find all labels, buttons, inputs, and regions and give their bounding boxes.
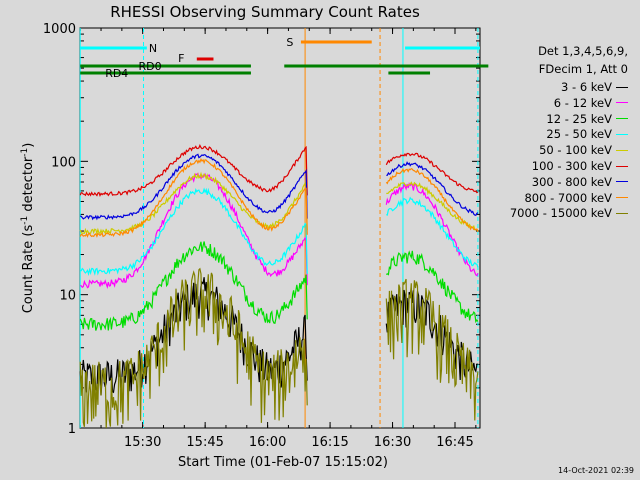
legend-label: 50 - 100 keV bbox=[539, 143, 612, 158]
flag-bars: N F S RD0 RD4 bbox=[80, 36, 489, 80]
flag-label: N bbox=[149, 42, 157, 55]
legend-item: 100 - 300 keV bbox=[532, 159, 628, 173]
flag-label: S bbox=[286, 36, 293, 49]
chart-title: RHESSI Observing Summary Count Rates bbox=[110, 3, 420, 21]
legend-item: 7000 - 15000 keV bbox=[510, 206, 628, 220]
legend-item: 3 - 6 keV bbox=[561, 80, 628, 94]
series-line-2 bbox=[79, 241, 308, 331]
legend-swatch bbox=[616, 133, 628, 135]
series-line-7 bbox=[385, 167, 479, 233]
series-line-3 bbox=[386, 196, 479, 268]
legend-label: 6 - 12 keV bbox=[553, 95, 612, 110]
legend-item: 300 - 800 keV bbox=[532, 175, 628, 189]
legend-label: 100 - 300 keV bbox=[531, 159, 612, 173]
legend-item: 6 - 12 keV bbox=[554, 96, 628, 110]
series-lines bbox=[79, 143, 479, 429]
legend-label: 800 - 7000 keV bbox=[524, 190, 612, 205]
legend-swatch bbox=[616, 102, 628, 104]
legend-header-line-2: FDecim 1, Att 0 bbox=[538, 62, 628, 76]
x-tick-label: 16:15 bbox=[311, 435, 348, 450]
legend-swatch bbox=[616, 212, 628, 214]
series-line-5 bbox=[79, 143, 308, 198]
legend-label: 25 - 50 keV bbox=[546, 127, 612, 142]
legend-label: 12 - 25 keV bbox=[546, 111, 612, 126]
x-tick-label: 16:45 bbox=[436, 435, 473, 450]
y-axis-label: Count Rate (s-1 detector-1) bbox=[20, 143, 36, 314]
y-tick-label: 1000 bbox=[43, 22, 76, 37]
flag-label: F bbox=[178, 52, 184, 65]
series-line-8 bbox=[385, 278, 479, 421]
series-line-6 bbox=[80, 153, 308, 221]
y-tick-label: 10 bbox=[59, 289, 76, 304]
x-tick-label: 15:30 bbox=[124, 435, 161, 450]
x-tick-label: 16:30 bbox=[374, 435, 411, 450]
series-line-8 bbox=[79, 267, 308, 429]
legend-swatch bbox=[616, 181, 628, 183]
legend-swatch bbox=[616, 118, 628, 120]
flag-label: RD0 bbox=[139, 60, 162, 73]
legend-item: 50 - 100 keV bbox=[539, 143, 628, 157]
flag-label: RD4 bbox=[105, 67, 128, 80]
series-line-1 bbox=[80, 172, 308, 289]
y-tick-label: 1 bbox=[68, 422, 76, 437]
legend-swatch bbox=[616, 86, 628, 88]
x-axis: 15:30 15:45 16:00 16:15 16:30 16:45 bbox=[79, 28, 477, 450]
legend-swatch bbox=[616, 197, 628, 199]
series-line-6 bbox=[386, 161, 479, 216]
legend-label: 7000 - 15000 keV bbox=[509, 206, 612, 221]
render-timestamp: 14-Oct-2021 02:39 bbox=[558, 466, 634, 475]
legend-label: 3 - 6 keV bbox=[561, 80, 612, 94]
legend-swatch bbox=[616, 149, 628, 151]
series-line-5 bbox=[385, 152, 479, 194]
x-tick-label: 15:45 bbox=[186, 435, 223, 450]
series-line-2 bbox=[385, 250, 479, 324]
legend-header-line-1: Det 1,3,4,5,6,9, bbox=[538, 44, 628, 58]
eclipse-markers bbox=[79, 28, 479, 428]
legend-swatch bbox=[616, 165, 628, 167]
legend-label: 300 - 800 keV bbox=[531, 174, 612, 189]
x-axis-label: Start Time (01-Feb-07 15:15:02) bbox=[178, 455, 388, 470]
series-line-7 bbox=[79, 157, 308, 238]
y-tick-label: 100 bbox=[51, 155, 76, 170]
x-tick-label: 16:00 bbox=[249, 435, 286, 450]
legend-item: 800 - 7000 keV bbox=[524, 191, 628, 205]
legend-item: 12 - 25 keV bbox=[546, 112, 628, 126]
legend-item: 25 - 50 keV bbox=[546, 127, 628, 141]
series-line-3 bbox=[80, 187, 308, 277]
